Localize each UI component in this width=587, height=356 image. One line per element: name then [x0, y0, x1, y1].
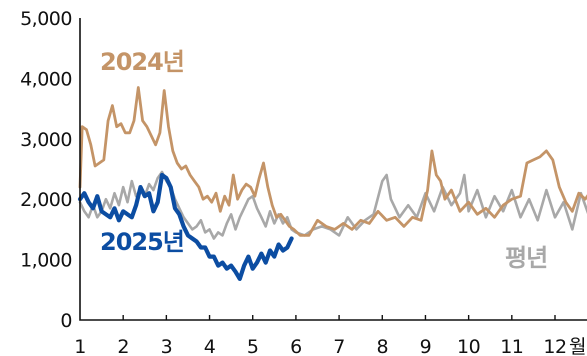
y-tick-label: 3,000 — [20, 129, 72, 151]
x-tick-label: 3 — [161, 336, 173, 356]
x-tick-label: 11 — [500, 336, 523, 356]
axis-lines — [79, 18, 587, 321]
series-label-normal: 평년 — [505, 244, 547, 272]
x-tick-label: 1 — [74, 336, 86, 356]
series-label-2025: 2025년 — [100, 228, 184, 256]
x-tick-label: 8 — [376, 336, 388, 356]
x-tick-label: 12 — [543, 336, 566, 356]
series-line-2025 — [77, 172, 294, 281]
y-tick-label: 4,000 — [20, 68, 72, 90]
x-tick-label: 7 — [333, 336, 345, 356]
x-tick-label: 5 — [247, 336, 259, 356]
y-tick-label: 1,000 — [20, 250, 72, 272]
series-lines — [77, 86, 587, 281]
x-tick-labels: 1 2 3 4 5 6 7 8 9 10 11 12 — [74, 336, 567, 356]
series-label-2024: 2024년 — [100, 48, 184, 76]
x-tick-label: 2 — [117, 336, 129, 356]
series-line-2024 — [78, 86, 587, 237]
y-tick-label: 5,000 — [20, 8, 72, 30]
x-axis-unit-label: 월 — [569, 336, 586, 356]
x-tick-marks — [122, 315, 556, 320]
x-tick-label: 10 — [457, 336, 480, 356]
y-tick-label: 2,000 — [20, 189, 72, 211]
x-tick-label: 9 — [420, 336, 432, 356]
x-tick-label: 6 — [290, 336, 302, 356]
y-tick-label: 0 — [60, 310, 72, 332]
x-tick-label: 4 — [204, 336, 216, 356]
y-tick-labels: 0 1,000 2,000 3,000 4,000 5,000 — [20, 8, 72, 332]
